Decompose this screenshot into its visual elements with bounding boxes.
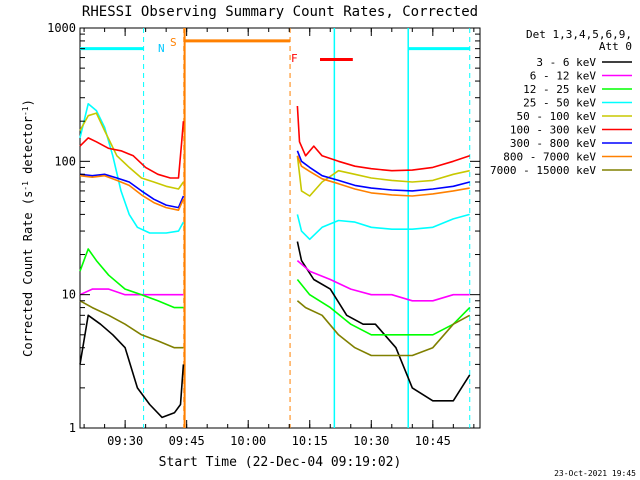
series-line-8-part-0 — [79, 300, 184, 349]
series-line-1-part-1 — [296, 259, 470, 302]
x-tick-label-2: 10:00 — [230, 434, 266, 448]
y-tick-label-1: 10 — [62, 288, 76, 302]
series-line-5-part-0 — [79, 121, 185, 179]
legend-label-7: 800 - 7000 keV — [503, 151, 596, 164]
legend-label-1: 6 - 12 keV — [530, 70, 597, 83]
legend-label-8: 7000 - 15000 keV — [490, 164, 596, 177]
y-tick-label-2: 100 — [54, 154, 76, 168]
legend-title-2: Att 0 — [599, 40, 632, 53]
y-label-main: Corrected Count Rate (s — [21, 191, 35, 357]
y-axis: 1 10 100 1000 — [47, 21, 480, 435]
x-tick-label-1: 09:45 — [169, 434, 205, 448]
y-axis-label: Corrected Count Rate (s-1 detector-1) — [21, 99, 36, 357]
series-line-6-part-1 — [296, 150, 470, 192]
legend-title-1: Det 1,3,4,5,6,9, — [526, 28, 632, 41]
legend-label-4: 50 - 100 keV — [517, 110, 597, 123]
x-tick-label-3: 10:15 — [292, 434, 328, 448]
series-line-8-part-1 — [296, 300, 471, 357]
y-tick-label-3: 1000 — [47, 21, 76, 35]
y-label-sup2: -1 — [21, 106, 30, 116]
series-line-0-part-0 — [79, 314, 185, 419]
series-line-2-part-0 — [79, 248, 184, 309]
series-line-5-part-1 — [296, 105, 470, 172]
x-tick-label-5: 10:45 — [415, 434, 451, 448]
series-line-4-part-0 — [79, 112, 185, 190]
series-line-0-part-1 — [296, 241, 471, 402]
series-line-3-part-1 — [296, 213, 470, 241]
x-axis-label: Start Time (22-Dec-04 09:19:02) — [159, 455, 402, 470]
y-label-mid: detector — [21, 116, 35, 181]
legend-label-0: 3 - 6 keV — [536, 56, 596, 69]
marker-n: N — [158, 42, 165, 55]
marker-f: F — [291, 52, 298, 65]
series-line-6-part-0 — [79, 173, 185, 209]
footer-timestamp: 23-Oct-2021 19:45 — [554, 469, 636, 478]
background-lines — [80, 28, 471, 428]
x-axis: 09:30 09:45 10:00 10:15 10:30 10:45 — [83, 28, 475, 448]
y-label-end: ) — [21, 99, 35, 106]
x-tick-label-0: 09:30 — [107, 434, 143, 448]
y-label-sup1: -1 — [21, 181, 30, 191]
chart-title: RHESSI Observing Summary Count Rates, Co… — [82, 4, 478, 20]
series-line-7-part-0 — [79, 174, 185, 211]
legend-label-5: 100 - 300 keV — [510, 124, 596, 137]
legend-label-2: 12 - 25 keV — [523, 83, 596, 96]
y-tick-label-0: 1 — [69, 421, 76, 435]
series-line-4-part-1 — [296, 155, 470, 197]
series-line-1-part-0 — [79, 288, 184, 296]
marker-s: S — [170, 36, 177, 49]
legend-label-3: 25 - 50 keV — [523, 97, 596, 110]
legend-label-6: 300 - 800 keV — [510, 137, 596, 150]
series-line-7-part-1 — [296, 155, 470, 197]
plot-frame — [79, 27, 481, 429]
series-line-2-part-1 — [296, 278, 471, 336]
series-layer — [79, 103, 471, 419]
series-line-3-part-0 — [79, 103, 185, 234]
x-tick-label-4: 10:30 — [353, 434, 389, 448]
